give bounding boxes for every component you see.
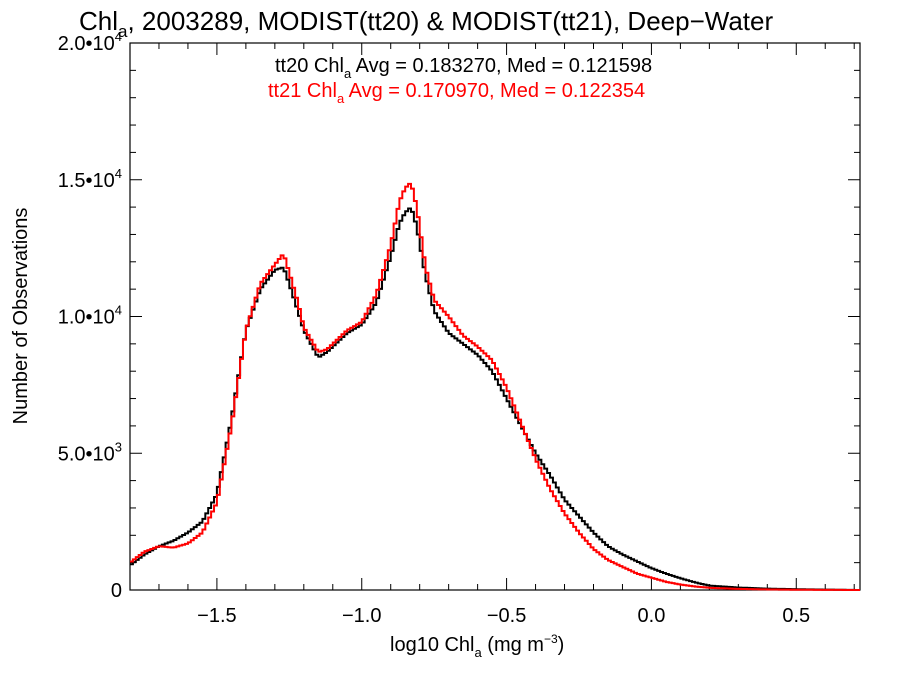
annotation-tt20-prefix: tt20 Chl [275,55,344,77]
y-tick-label: 1.5•104 [58,166,122,192]
y-axis-label: Number of Observations [10,208,32,425]
y-tick-label: 5.0•103 [58,439,122,465]
chart-title-rest: , 2003289, MODIST(tt20) & MODIST(tt21), … [127,6,773,36]
annotation-tt20-rest: Avg = 0.183270, Med = 0.121598 [351,55,652,77]
y-tick-mantissa: 2.0•10 [58,33,115,55]
x-axis-label-close: ) [558,634,565,656]
y-tick-exponent: 4 [115,303,122,318]
series-line-1 [130,182,860,591]
x-axis-label-subscript: a [475,645,483,660]
chart-title-subscript: a [118,22,128,41]
y-tick-exponent: 4 [115,29,122,44]
x-tick-label: −1.0 [342,605,381,627]
x-axis-label-main: log10 Chl [390,634,475,656]
series-group [130,182,860,591]
annotation-tt21-rest: Avg = 0.170970, Med = 0.122354 [344,80,645,102]
annotation-tt21-subscript: a [337,91,345,106]
y-tick-exponent: 3 [115,439,122,454]
y-tick-exponent: 4 [115,166,122,181]
x-tick-label: 0.5 [782,605,810,627]
y-tick-mantissa: 1.0•10 [58,307,115,329]
y-tick-label: 0 [111,580,122,602]
axis-ticks [129,42,860,591]
x-tick-label: −1.5 [197,605,236,627]
x-axis-label-units: (mg m [482,634,544,656]
annotation-tt21-prefix: tt21 Chl [268,80,337,102]
series-line-0 [130,207,860,591]
annotation-tt21: tt21 Chla Avg = 0.170970, Med = 0.122354 [268,80,645,106]
chart-title: Chla, 2003289, MODIST(tt20) & MODIST(tt2… [79,6,773,41]
tick-labels: −1.5 −1.0 −0.5 0.0 0.505.0•1031.0•1041.5•104… [58,29,810,627]
y-tick-label: 1.0•104 [58,303,122,329]
x-axis-label: log10 Chla (mg m−3) [390,632,564,660]
y-tick-label: 2.0•104 [58,29,122,55]
x-axis-label-superscript: −3 [544,632,558,646]
y-tick-mantissa: 1.5•10 [58,170,115,192]
x-tick-label: 0.0 [638,605,666,627]
y-tick-mantissa: 5.0•10 [58,443,115,465]
annotation-tt20: tt20 Chla Avg = 0.183270, Med = 0.121598 [275,55,652,81]
y-tick-mantissa: 0 [111,580,122,602]
chart-title-main: Chl [79,6,118,36]
plot-frame [129,42,861,591]
annotation-tt20-subscript: a [344,66,352,81]
x-tick-label: −0.5 [487,605,526,627]
